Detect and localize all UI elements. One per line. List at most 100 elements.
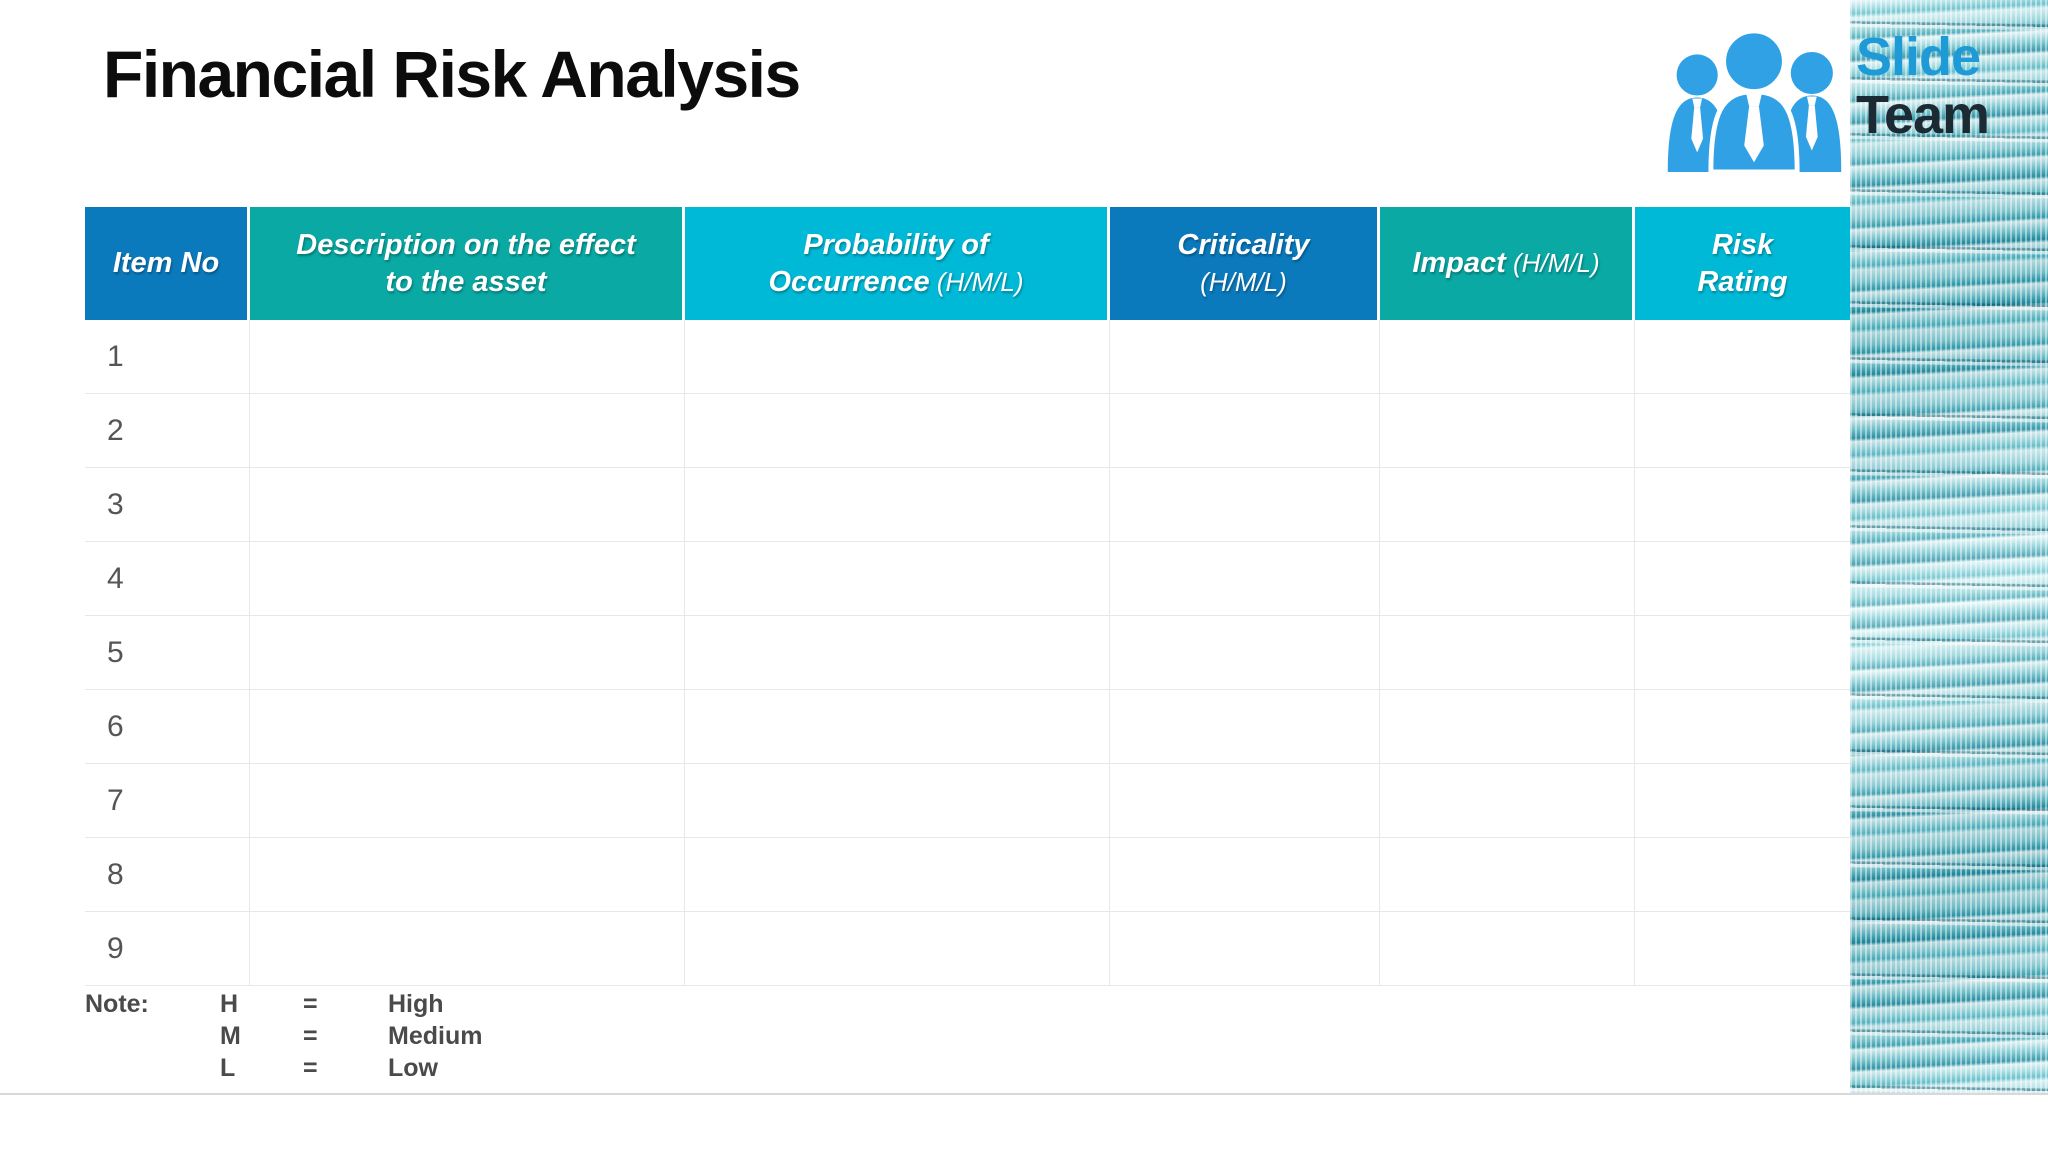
slide-bottom-edge [0,1093,2048,1095]
empty-cell [1110,616,1380,690]
empty-cell [250,468,685,542]
empty-cell [685,320,1110,394]
note-equals: = [303,990,318,1018]
table-row: 8 [85,838,1850,912]
item-no-cell: 5 [85,616,250,690]
table-header-cell: Criticality (H/M/L) [1110,207,1380,320]
empty-cell [1110,764,1380,838]
empty-cell [1380,542,1635,616]
item-no-cell: 2 [85,394,250,468]
table-row: 3 [85,468,1850,542]
note-label [85,1052,220,1084]
empty-cell [250,394,685,468]
empty-cell [1380,468,1635,542]
item-no-cell: 6 [85,690,250,764]
header-text-line: Item No [112,247,220,279]
note-value: High [388,990,444,1018]
empty-cell [250,542,685,616]
legend-note: Note: H = High M = Medium L = Low [85,988,482,1084]
note-key: L [220,1054,236,1082]
empty-cell [1380,912,1635,986]
empty-cell [1110,912,1380,986]
item-no-cell: 8 [85,838,250,912]
empty-cell [685,912,1110,986]
empty-cell [685,394,1110,468]
table-header-cell: Risk Rating [1635,207,1850,320]
note-key: H [220,990,239,1018]
note-equals: = [303,1054,318,1082]
empty-cell [250,838,685,912]
empty-cell [250,912,685,986]
empty-cell [1635,542,1850,616]
header-text-line: (H/M/L) [1200,266,1287,297]
empty-cell [1380,394,1635,468]
empty-cell [1380,838,1635,912]
people-icon [1667,28,1842,172]
empty-cell [1380,690,1635,764]
empty-cell [250,320,685,394]
empty-cell [1110,838,1380,912]
item-no-cell: 1 [85,320,250,394]
empty-cell [1110,320,1380,394]
table-row: 7 [85,764,1850,838]
empty-cell [1635,912,1850,986]
table-row: 1 [85,320,1850,394]
empty-cell [685,616,1110,690]
empty-cell [685,468,1110,542]
risk-analysis-table: Item No Description on the effect to the a… [85,207,1850,986]
note-label [85,1020,220,1052]
header-text-line: Impact (H/M/L) [1412,247,1600,279]
page-title: Financial Risk Analysis [103,37,801,111]
empty-cell [1110,468,1380,542]
header-text-line: Risk [1711,228,1774,261]
header-text-line: to the asset [385,265,547,298]
table-header-cell: Item No [85,207,250,320]
empty-cell [685,690,1110,764]
empty-cell [1380,616,1635,690]
empty-cell [250,764,685,838]
table-row: 4 [85,542,1850,616]
table-row: 9 [85,912,1850,986]
empty-cell [685,542,1110,616]
coins-image [1850,0,2048,1093]
header-text-line: Criticality [1177,228,1310,261]
empty-cell [1380,764,1635,838]
header-text-line: Occurrence (H/M/L) [768,265,1024,298]
header-text-line: Description on the effect [296,228,636,261]
item-no-cell: 4 [85,542,250,616]
empty-cell [1110,394,1380,468]
item-no-cell: 3 [85,468,250,542]
table-header-cell: Impact (H/M/L) [1380,207,1635,320]
table-row: 6 [85,690,1850,764]
table-row: 2 [85,394,1850,468]
empty-cell [1635,838,1850,912]
note-value: Low [388,1054,438,1082]
slideteam-logo-text: Slide Team [1856,28,2046,144]
table-header-cell: Probability of Occurrence (H/M/L) [685,207,1110,320]
empty-cell [1380,320,1635,394]
empty-cell [685,764,1110,838]
header-text-line: Probability of [803,228,989,261]
logo-text-slide: Slide [1856,27,1981,87]
table-header-row: Item No Description on the effect to the a… [85,207,1850,320]
item-no-cell: 7 [85,764,250,838]
logo-text-team: Team [1856,85,1990,145]
table-header-cell: Description on the effect to the asset [250,207,685,320]
note-equals: = [303,1022,318,1050]
empty-cell [250,616,685,690]
empty-cell [1110,542,1380,616]
empty-cell [1635,468,1850,542]
header-text-line: Rating [1697,265,1788,298]
empty-cell [1635,616,1850,690]
empty-cell [1635,764,1850,838]
item-no-cell: 9 [85,912,250,986]
empty-cell [1635,320,1850,394]
note-value: Medium [388,1022,483,1050]
note-label: Note: [85,990,149,1018]
empty-cell [1635,690,1850,764]
empty-cell [1635,394,1850,468]
empty-cell [1110,690,1380,764]
note-key: M [220,1022,241,1050]
